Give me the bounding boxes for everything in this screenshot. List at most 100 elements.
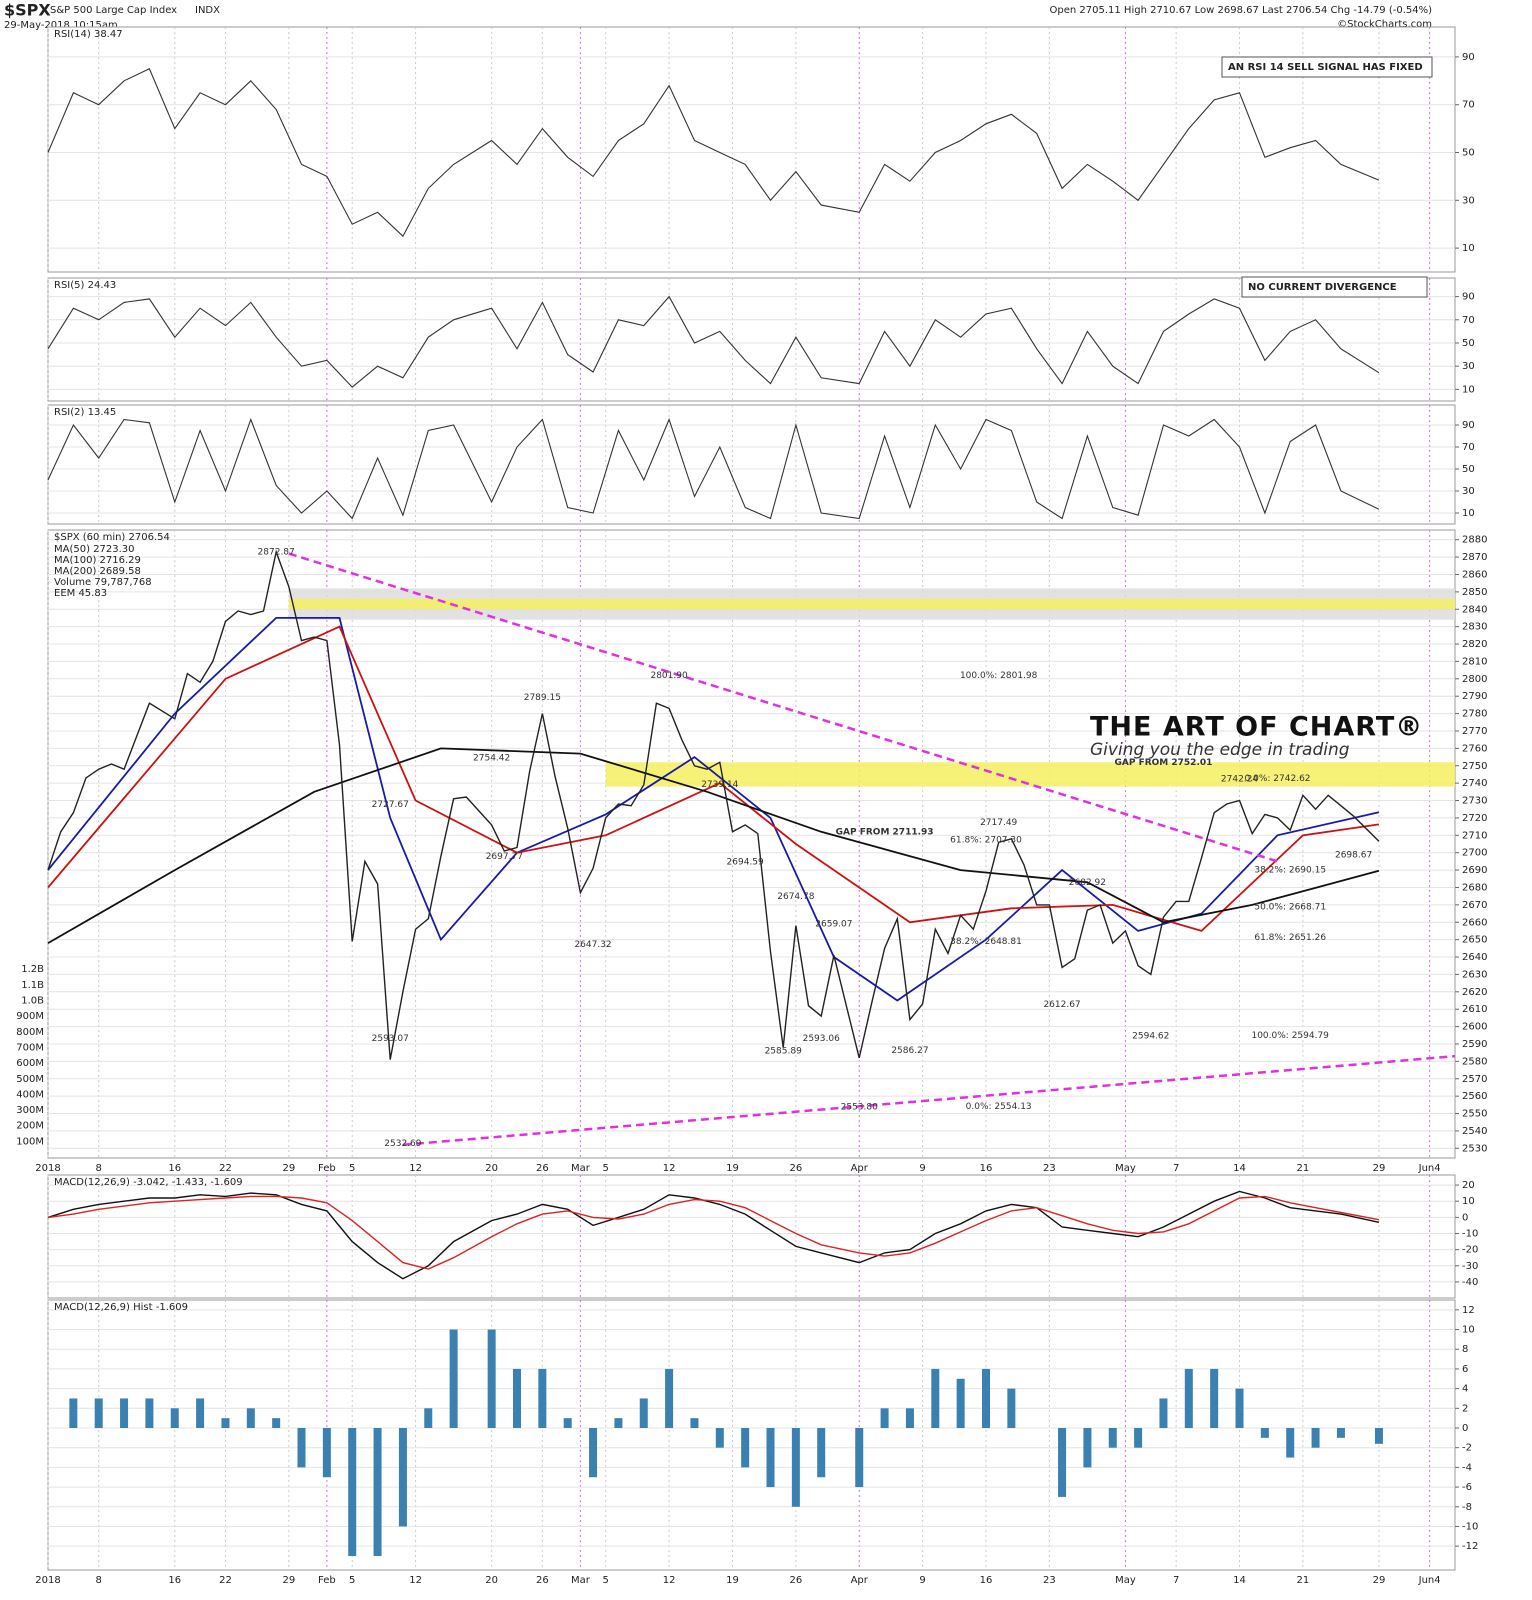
y-tick-label: -40	[1462, 1277, 1478, 1288]
price-annotation: 2727.67	[372, 800, 409, 810]
price-band	[605, 762, 1455, 787]
panel-frame	[47, 404, 1456, 525]
histogram-bar	[766, 1428, 775, 1488]
annotation: NO CURRENT DIVERGENCE	[1248, 282, 1397, 293]
price-annotation: GAP FROM 2752.01	[1115, 758, 1213, 768]
histogram-bar	[905, 1408, 914, 1428]
histogram-bar	[1260, 1428, 1269, 1438]
annotation-box	[1221, 56, 1433, 78]
x-tick-label: 12	[409, 1163, 422, 1174]
price-annotation: 2739.14	[701, 780, 738, 790]
x-tick-label: 29	[282, 1163, 295, 1174]
y-tick-label: 0	[1462, 1212, 1468, 1223]
volume-tick-label: 200M	[16, 1121, 44, 1132]
y-tick-label: 90	[1462, 292, 1475, 303]
x-tick-label: Mar	[571, 1163, 591, 1174]
histogram-bar	[1058, 1428, 1067, 1497]
x-tick-label: 7	[1173, 1575, 1179, 1586]
x-tick-label: Jun4	[1418, 1575, 1441, 1586]
histogram-bar	[487, 1329, 496, 1428]
price-annotation: 2682.92	[1069, 878, 1106, 888]
volume-tick-label: 400M	[16, 1089, 44, 1100]
histogram-bar	[639, 1398, 648, 1428]
panel-title: RSI(2) 13.45	[54, 407, 116, 418]
histogram-bar	[120, 1398, 129, 1428]
price-annotation: 2647.32	[574, 940, 611, 950]
price-annotation: 2532.69	[384, 1139, 421, 1149]
y-tick-label: 6	[1462, 1364, 1468, 1375]
y-tick-label: 2860	[1462, 569, 1487, 580]
volume-tick-label: 800M	[16, 1027, 44, 1038]
x-tick-label: 5	[603, 1163, 609, 1174]
y-tick-label: 4	[1462, 1384, 1468, 1395]
x-tick-label: 19	[726, 1163, 739, 1174]
x-tick-label: 5	[603, 1575, 609, 1586]
x-tick-label: 12	[663, 1163, 676, 1174]
y-tick-label: 2840	[1462, 604, 1487, 615]
price-annotation: 2585.89	[765, 1047, 802, 1057]
panel-title: RSI(14) 38.47	[54, 29, 123, 40]
histogram-bar	[741, 1428, 750, 1468]
x-tick-label: Apr	[851, 1575, 869, 1586]
x-tick-label: 2018	[35, 1575, 60, 1586]
histogram-bar	[1235, 1388, 1244, 1428]
histogram-bar	[424, 1408, 433, 1428]
histogram-bar	[589, 1428, 598, 1478]
timestamp: 29-May-2018 10:15am	[4, 20, 118, 31]
price-annotation: 38.2%: 2690.15	[1254, 865, 1326, 875]
histogram-bar	[791, 1428, 800, 1507]
y-tick-label: 90	[1462, 420, 1475, 431]
histogram-bar	[272, 1418, 281, 1428]
price-annotation: 2593.07	[372, 1034, 409, 1044]
y-tick-label: -2	[1462, 1443, 1472, 1454]
y-tick-label: -30	[1462, 1261, 1478, 1272]
y-tick-label: -10	[1462, 1229, 1478, 1240]
y-tick-label: 2720	[1462, 813, 1487, 824]
y-tick-label: 50	[1462, 148, 1475, 159]
x-tick-label: 29	[1373, 1163, 1386, 1174]
y-tick-label: 2870	[1462, 552, 1487, 563]
y-tick-label: 10	[1462, 1325, 1475, 1336]
x-tick-label: 8	[96, 1575, 102, 1586]
x-tick-label: 8	[96, 1163, 102, 1174]
y-tick-label: 2580	[1462, 1056, 1487, 1067]
y-tick-label: 30	[1462, 486, 1475, 497]
volume-tick-label: 1.1B	[21, 980, 44, 991]
y-tick-label: -4	[1462, 1462, 1472, 1473]
indicator-line	[47, 295, 1380, 388]
histogram-bar	[69, 1398, 78, 1428]
y-tick-label: 2610	[1462, 1004, 1487, 1015]
y-tick-label: 2880	[1462, 535, 1487, 546]
y-tick-label: 90	[1462, 52, 1475, 63]
panel-title: MACD(12,26,9) Hist -1.609	[54, 1302, 188, 1313]
histogram-bar	[665, 1368, 674, 1428]
y-tick-label: 2850	[1462, 587, 1487, 598]
y-tick-label: 2550	[1462, 1109, 1487, 1120]
ohlc: Open 2705.11 High 2710.67 Low 2698.67 La…	[1050, 5, 1433, 16]
price-annotation: 2586.27	[891, 1046, 928, 1056]
legend-entry: MA(200) 2689.58	[54, 566, 141, 577]
y-tick-label: 2730	[1462, 796, 1487, 807]
price-annotation: 2594.62	[1132, 1031, 1169, 1041]
x-tick-label: May	[1115, 1163, 1136, 1174]
y-tick-label: -6	[1462, 1482, 1472, 1493]
y-tick-label: 2530	[1462, 1143, 1487, 1154]
y-tick-label: 2650	[1462, 935, 1487, 946]
histogram-bar	[690, 1418, 699, 1428]
price-annotation: 100.0%: 2801.98	[960, 671, 1038, 681]
volume-tick-label: 600M	[16, 1058, 44, 1069]
histogram-bar	[297, 1428, 306, 1468]
panel-frame	[47, 1299, 1456, 1571]
trendline	[288, 552, 1278, 863]
x-tick-label: 9	[919, 1575, 925, 1586]
y-tick-label: 10	[1462, 1196, 1475, 1207]
y-tick-label: 2560	[1462, 1091, 1487, 1102]
annotation: AN RSI 14 SELL SIGNAL HAS FIXED	[1228, 62, 1423, 73]
price-annotation: 2717.49	[980, 818, 1017, 828]
panel-frame	[47, 277, 1456, 402]
y-tick-label: 2590	[1462, 1039, 1487, 1050]
histogram-bar	[1311, 1428, 1320, 1448]
price-line	[47, 549, 1380, 1060]
price-annotation: 2553.80	[841, 1102, 878, 1112]
volume-tick-label: 100M	[16, 1136, 44, 1147]
